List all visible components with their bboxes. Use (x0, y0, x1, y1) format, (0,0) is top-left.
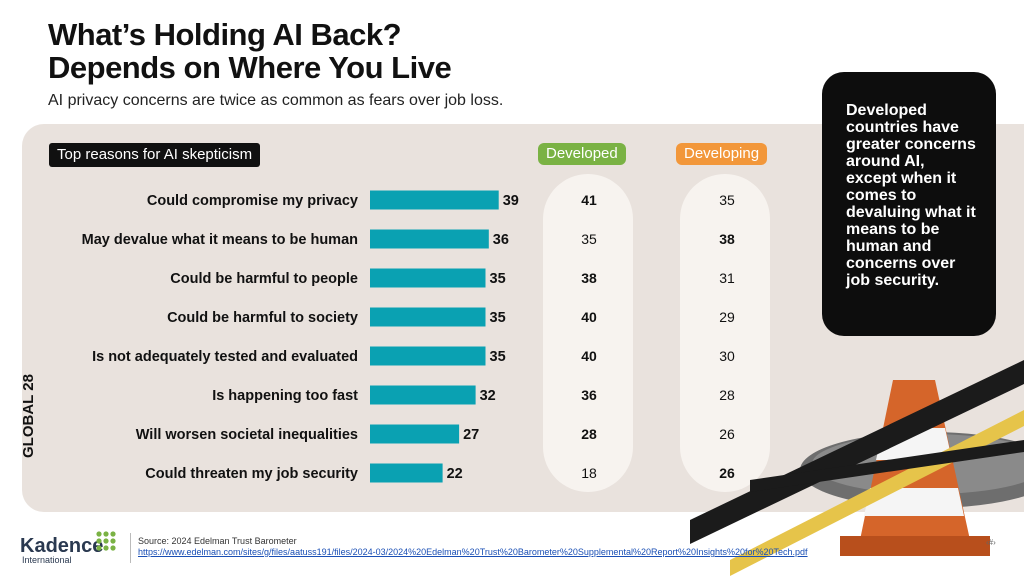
developed-value: 36 (581, 387, 597, 403)
bar-value-label: 35 (490, 349, 506, 365)
developed-value: 40 (581, 348, 597, 364)
traffic-cone-illustration (690, 360, 1024, 576)
developed-label: Developed (538, 143, 626, 165)
bar (370, 424, 460, 444)
title-line-2: Depends on Where You Live (48, 50, 452, 85)
developing-label: Developing (676, 143, 768, 165)
page-number-badge: ‹#› (986, 538, 996, 547)
chart-header-pill: Top reasons for AI skepticism (49, 143, 261, 167)
bar (370, 190, 499, 210)
category-label: Could threaten my job security (145, 466, 358, 482)
developed-value: 35 (581, 231, 597, 247)
bar (370, 229, 489, 249)
logo-dots-icon (96, 531, 116, 551)
developing-value: 30 (719, 348, 735, 364)
subtitle: AI privacy concerns are twice as common … (48, 92, 504, 109)
developed-value: 41 (581, 192, 597, 208)
caution-tape-2 (750, 440, 1024, 492)
bar-value-label: 22 (447, 466, 463, 482)
bar (370, 385, 476, 405)
kadence-logo-sub: International (22, 555, 72, 565)
developing-value: 35 (719, 192, 735, 208)
developing-value: 28 (719, 387, 735, 403)
developed-column-bg (543, 174, 633, 492)
bar (370, 463, 443, 483)
category-label: Will worsen societal inequalities (136, 427, 358, 443)
developed-value: 40 (581, 309, 597, 325)
caution-tape (690, 360, 1024, 544)
developing-value: 31 (719, 270, 735, 286)
page-title: What’s Holding AI Back? Depends on Where… (48, 17, 452, 85)
developed-value: 18 (581, 465, 597, 481)
bar-value-label: 36 (493, 232, 509, 248)
title-line-1: What’s Holding AI Back? (48, 17, 402, 52)
category-label: Is not adequately tested and evaluated (92, 349, 358, 365)
bar (370, 307, 486, 327)
category-label: Could compromise my privacy (147, 193, 358, 209)
cone-base (840, 536, 990, 556)
source-link[interactable]: https://www.edelman.com/sites/g/files/aa… (138, 547, 808, 557)
developing-value: 29 (719, 309, 735, 325)
developing-column-bg (680, 174, 770, 492)
category-label: May devalue what it means to be human (82, 232, 358, 248)
bar-value-label: 32 (480, 388, 496, 404)
category-label: Is happening too fast (212, 388, 358, 404)
bar-value-label: 35 (490, 271, 506, 287)
category-label: Could be harmful to society (167, 310, 358, 326)
footer-divider (130, 533, 131, 563)
developing-value: 26 (719, 426, 735, 442)
developing-value: 26 (719, 465, 735, 481)
bar-value-label: 27 (463, 427, 479, 443)
kadence-logo: Kadence (20, 535, 104, 557)
cone-stripe-2 (864, 488, 964, 516)
developing-value: 38 (719, 231, 735, 247)
callout-box: Developed countries have greater concern… (822, 72, 996, 336)
bar (370, 268, 486, 288)
bar-value-label: 35 (490, 310, 506, 326)
category-label: Could be harmful to people (170, 271, 358, 287)
bar-value-label: 39 (503, 193, 519, 209)
source-text: Source: 2024 Edelman Trust Barometer (138, 536, 297, 546)
developed-value: 28 (581, 426, 597, 442)
developed-value: 38 (581, 270, 597, 286)
bar (370, 346, 486, 366)
